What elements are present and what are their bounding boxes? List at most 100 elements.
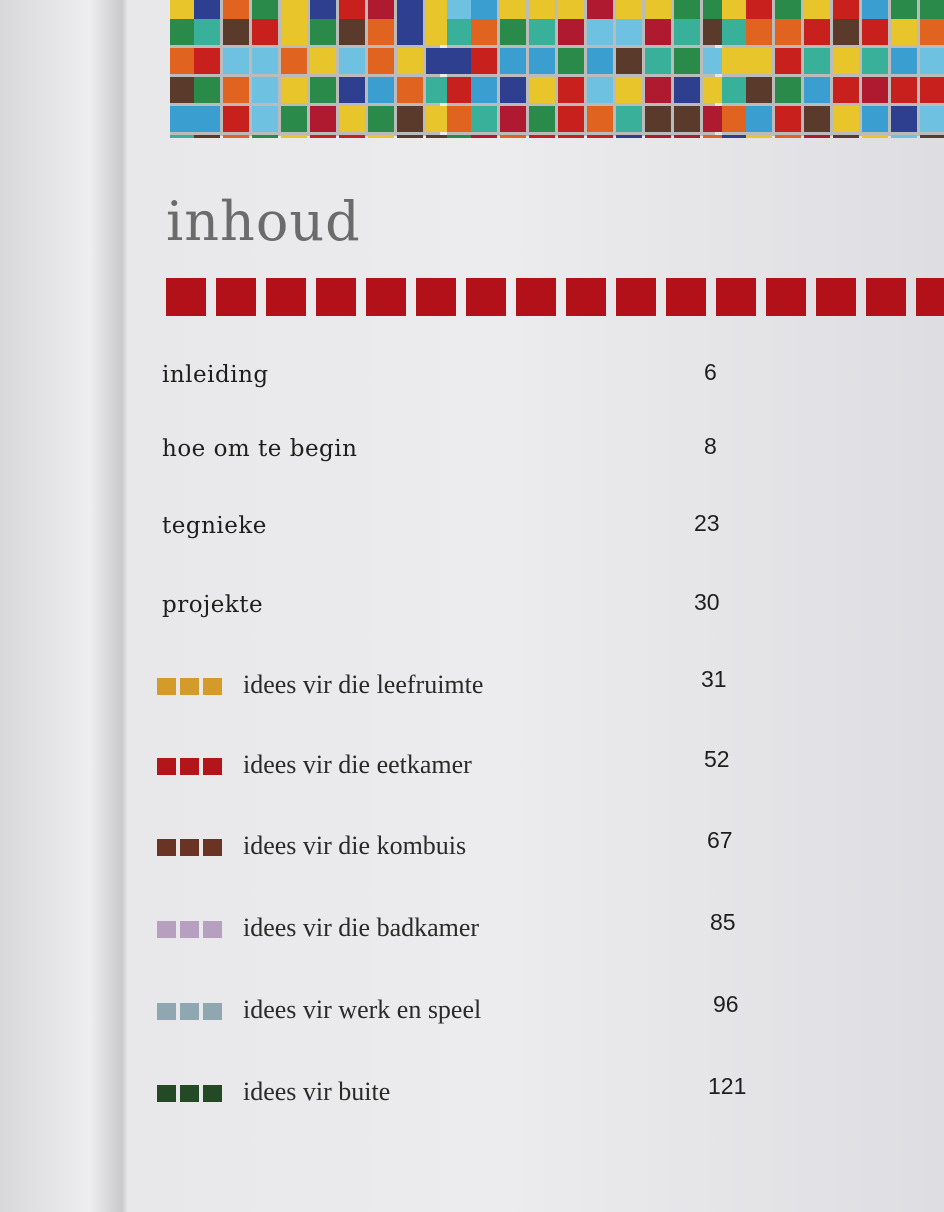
mosaic-tile: [587, 19, 613, 45]
mosaic-tile: [674, 19, 700, 45]
mosaic-tile: [368, 48, 394, 74]
mosaic-tile: [616, 48, 642, 74]
mosaic-tile: [170, 135, 196, 138]
mosaic-tile: [558, 135, 584, 138]
marker-square: [203, 678, 222, 695]
subsection-title: idees vir die leefruimte: [243, 670, 484, 699]
marker-square: [203, 839, 222, 856]
subsection-title: idees vir werk en speel: [243, 995, 482, 1024]
mosaic-tile: [500, 106, 526, 132]
mosaic-tile: [339, 135, 365, 138]
mosaic-tile: [447, 77, 473, 103]
mosaic-tile: [645, 77, 671, 103]
mosaic-tile: [339, 77, 365, 103]
red-tile: [266, 278, 306, 316]
mosaic-tile: [722, 77, 748, 103]
mosaic-tile: [775, 77, 801, 103]
page-number: 67: [707, 827, 733, 853]
mosaic-tile: [529, 48, 555, 74]
marker-square: [157, 678, 176, 695]
mosaic-tile: [645, 19, 671, 45]
mosaic-tile: [674, 135, 700, 138]
subsection-title: idees vir die kombuis: [243, 831, 467, 860]
red-tile: [566, 278, 606, 316]
mosaic-tile: [368, 135, 394, 138]
mosaic-tile: [223, 77, 249, 103]
mosaic-tile: [558, 106, 584, 132]
red-tile: [816, 278, 856, 316]
mosaic-tile: [746, 135, 772, 138]
mosaic-tile: [558, 48, 584, 74]
mosaic-tile: [746, 19, 772, 45]
mosaic-tile: [368, 77, 394, 103]
mosaic-tile: [804, 19, 830, 45]
mosaic-tile: [310, 135, 336, 138]
mosaic-tile: [891, 135, 917, 138]
mosaic-tile: [170, 106, 196, 132]
mosaic-tile: [368, 19, 394, 45]
mosaic-tile: [587, 135, 613, 138]
page-number: 121: [708, 1073, 747, 1099]
red-tile: [416, 278, 456, 316]
page-number: 8: [704, 433, 717, 459]
mosaic-tile: [722, 48, 748, 74]
mosaic-tile: [252, 106, 278, 132]
mosaic-tile: [368, 106, 394, 132]
mosaic-tile: [310, 106, 336, 132]
marker-square: [180, 1003, 199, 1020]
mosaic-tile: [223, 106, 249, 132]
mosaic-tile: [775, 135, 801, 138]
subsection-title: idees vir buite: [243, 1077, 391, 1106]
mosaic-tile: [920, 77, 944, 103]
mosaic-tile: [529, 106, 555, 132]
mosaic-tile: [616, 106, 642, 132]
mosaic-tile: [281, 135, 307, 138]
mosaic-tile: [862, 135, 888, 138]
marker-square: [157, 1003, 176, 1020]
mosaic-tile: [804, 48, 830, 74]
marker-square: [203, 1085, 222, 1102]
mosaic-tile: [252, 19, 278, 45]
color-marker: [157, 678, 222, 695]
mosaic-tile: [920, 19, 944, 45]
mosaic-tile: [833, 48, 859, 74]
marker-square: [180, 758, 199, 775]
mosaic-tile: [920, 48, 944, 74]
mosaic-tile: [891, 48, 917, 74]
mosaic-tile: [804, 106, 830, 132]
mosaic-tile: [645, 48, 671, 74]
mosaic-tile: [587, 106, 613, 132]
page-number: 52: [704, 746, 730, 772]
color-marker: [157, 758, 222, 775]
mosaic-tile: [645, 135, 671, 138]
mosaic-tile: [804, 77, 830, 103]
mosaic-tile: [194, 48, 220, 74]
mosaic-tile: [194, 106, 220, 132]
marker-square: [157, 839, 176, 856]
marker-square: [157, 1085, 176, 1102]
mosaic-tile: [223, 135, 249, 138]
mosaic-tile: [775, 48, 801, 74]
mosaic-tile: [587, 48, 613, 74]
mosaic-tile: [223, 48, 249, 74]
red-tile: [916, 278, 944, 316]
mosaic-tile: [674, 77, 700, 103]
mosaic-tile: [471, 48, 497, 74]
mosaic-tile: [252, 48, 278, 74]
mosaic-tile: [862, 19, 888, 45]
mosaic-tile: [862, 106, 888, 132]
mosaic-tile: [833, 135, 859, 138]
marker-square: [157, 758, 176, 775]
mosaic-tile: [223, 19, 249, 45]
marker-square: [180, 839, 199, 856]
marker-square: [203, 1003, 222, 1020]
red-tile-row: [166, 278, 944, 316]
mosaic-tile: [339, 106, 365, 132]
red-tile: [166, 278, 206, 316]
mosaic-tile: [170, 19, 196, 45]
mosaic-tile: [529, 77, 555, 103]
red-tile: [216, 278, 256, 316]
mosaic-tile: [252, 77, 278, 103]
mosaic-tile: [645, 106, 671, 132]
